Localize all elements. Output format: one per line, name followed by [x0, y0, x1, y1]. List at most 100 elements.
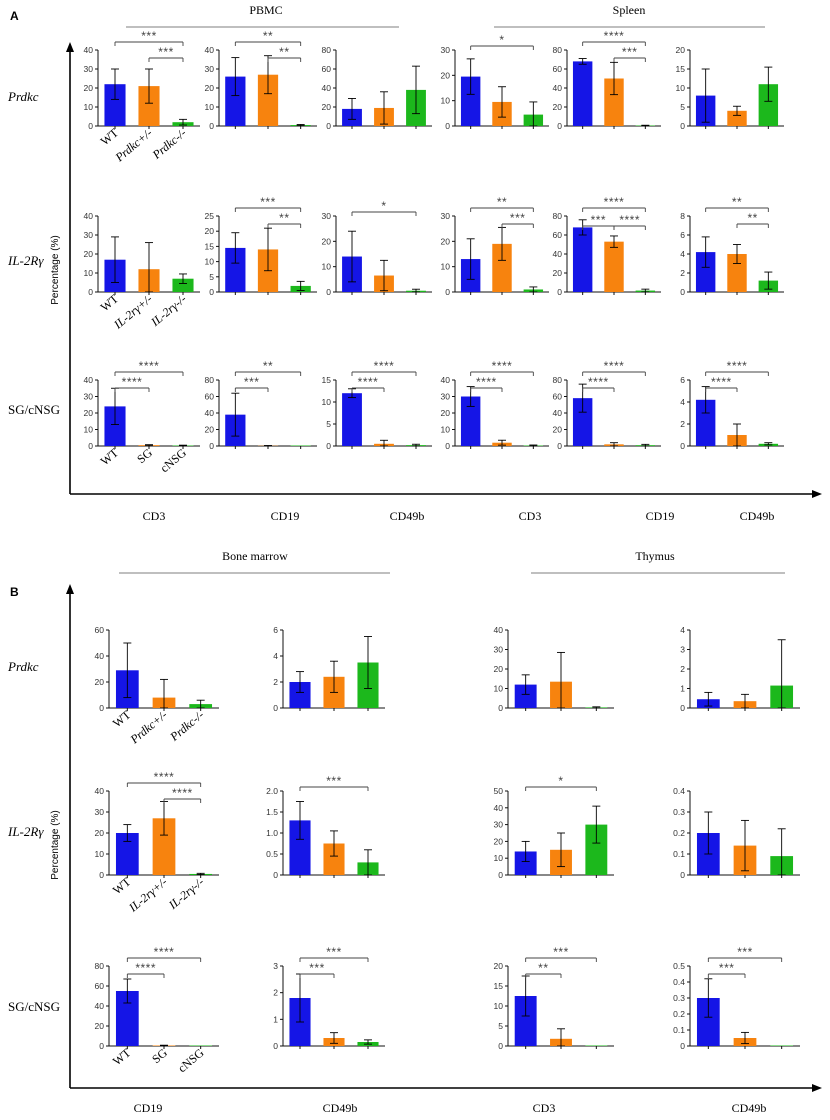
chart-A-SG/cNSG-PBMC-CD49b: 0 5 10 15 **** ****: [322, 359, 432, 451]
category-label: WT: [110, 874, 134, 897]
y-tick-label: 0.5: [673, 961, 685, 971]
y-tick-label: 20: [95, 677, 105, 687]
category-label: WT: [110, 707, 134, 730]
y-tick-label: 1.5: [266, 807, 278, 817]
y-tick-label: 2: [680, 419, 685, 429]
category-label: cNSG: [175, 1045, 207, 1075]
significance-label: ***: [737, 945, 753, 959]
y-tick-label: 30: [84, 64, 94, 74]
y-tick-label: 15: [494, 981, 504, 991]
y-tick-label: 0: [209, 121, 214, 131]
y-tick-label: 0.3: [673, 993, 685, 1003]
category-label: SG: [134, 445, 155, 466]
chart-B-SG/cNSG-Thymus-CD49b: 0 0.1 0.2 0.3 0.4 0.5 ******: [673, 945, 800, 1051]
bar-1: [572, 398, 593, 446]
y-tick-label: 10: [84, 425, 94, 435]
category-label: Prdkc-/-: [167, 708, 207, 745]
y-tick-label: 20: [84, 249, 94, 259]
significance-label: ****: [154, 770, 175, 784]
y-tick-label: 80: [95, 961, 105, 971]
y-tick-label: 8: [680, 211, 685, 221]
significance-label: ****: [374, 359, 395, 373]
y-tick-label: 20: [494, 836, 504, 846]
significance-label: **: [263, 359, 273, 373]
y-tick-label: 40: [553, 249, 563, 259]
y-tick-label: 2: [680, 664, 685, 674]
category-label: WT: [98, 291, 122, 314]
y-tick-label: 0: [209, 287, 214, 297]
chart-B-IL-2Rγ-Bone marrow-CD49b: 0 0.5 1.0 1.5 2.0 ***: [266, 774, 385, 880]
bar-2: [727, 254, 747, 292]
significance-label: ****: [604, 29, 625, 43]
y-tick-label: 0: [445, 287, 450, 297]
bar-1: [514, 684, 537, 708]
y-tick-label: 40: [84, 211, 94, 221]
y-tick-label: 20: [676, 45, 686, 55]
category-label: WT: [98, 445, 122, 468]
significance-label: **: [538, 961, 548, 975]
y-tick-label: 60: [553, 392, 563, 402]
y-tick-label: 0: [88, 121, 93, 131]
chart-B-SG/cNSG-Bone marrow-CD19: 0 20 40 60 80 **** **** WT SG cNSG: [95, 945, 219, 1075]
category-label: cNSG: [157, 445, 189, 475]
panel-a-ylabel: Percentage (%): [50, 235, 61, 304]
y-tick-label: 30: [441, 211, 451, 221]
y-tick-label: 50: [494, 786, 504, 796]
category-label: IL-2rγ+/-: [125, 875, 170, 916]
chart-A-IL-2Rγ-PBMC-CD19: 0 5 10 15 20 25 *****: [205, 195, 317, 297]
category-label: WT: [110, 1045, 134, 1068]
y-tick-label: 60: [322, 64, 332, 74]
y-tick-label: 3: [680, 645, 685, 655]
category-label: IL-2rγ-/-: [165, 875, 206, 913]
chart-A-SG/cNSG-Spleen-CD3: 0 10 20 30 40 **** ****: [441, 359, 549, 451]
panel-a-bottom-label-5: CD19: [646, 509, 675, 523]
bar-1: [225, 247, 246, 292]
significance-label: ****: [619, 213, 640, 227]
bar-1: [460, 76, 481, 126]
chart-B-IL-2Rγ-Thymus-CD49b: 0 0.1 0.2 0.3 0.4: [673, 786, 800, 880]
y-tick-label: 2: [273, 677, 278, 687]
y-tick-label: 10: [95, 849, 105, 859]
y-tick-label: 0: [498, 1041, 503, 1051]
significance-label: ***: [141, 29, 157, 43]
significance-label: ****: [604, 359, 625, 373]
y-tick-label: 0.2: [673, 1009, 685, 1019]
y-tick-label: 10: [322, 397, 332, 407]
y-tick-label: 40: [205, 408, 215, 418]
significance-label: **: [732, 195, 742, 209]
bar-1: [104, 84, 126, 126]
category-label: Prdkc+/-: [112, 126, 155, 165]
panel-b-row-label-il2rg: IL-2Rγ: [7, 824, 44, 839]
y-tick-label: 10: [441, 96, 451, 106]
y-tick-label: 10: [494, 853, 504, 863]
y-tick-label: 4: [680, 249, 685, 259]
y-tick-label: 0: [99, 1041, 104, 1051]
bar-1: [695, 399, 716, 446]
bar-3: [585, 1045, 608, 1046]
y-tick-label: 4: [680, 625, 685, 635]
significance-label: ****: [492, 359, 513, 373]
y-tick-label: 15: [676, 64, 686, 74]
bar-1: [460, 396, 481, 446]
y-tick-label: 20: [494, 961, 504, 971]
panel-b-bottom-label-3: CD3: [533, 1101, 556, 1115]
y-tick-label: 20: [205, 226, 215, 236]
y-tick-label: 20: [441, 408, 451, 418]
panel-a-row-label-sgcnsg: SG/cNSG: [8, 402, 60, 417]
panel-a-bottom-label-1: CD3: [143, 509, 166, 523]
bar-1: [289, 820, 311, 875]
chart-B-IL-2Rγ-Bone marrow-CD19: 0 10 20 30 40 **** **** WTIL-2rγ+/-IL-2rγ-/-: [95, 770, 219, 915]
y-tick-label: 20: [84, 408, 94, 418]
bar-3: [172, 278, 194, 292]
chart-B-Prdkc-Bone marrow-CD19: 0 20 40 60 WTPrdkc+/-Prdkc-/-: [95, 625, 219, 747]
y-tick-label: 40: [205, 45, 215, 55]
y-tick-label: 0: [498, 703, 503, 713]
y-tick-label: 30: [322, 211, 332, 221]
significance-label: **: [279, 45, 289, 59]
y-tick-label: 40: [322, 83, 332, 93]
